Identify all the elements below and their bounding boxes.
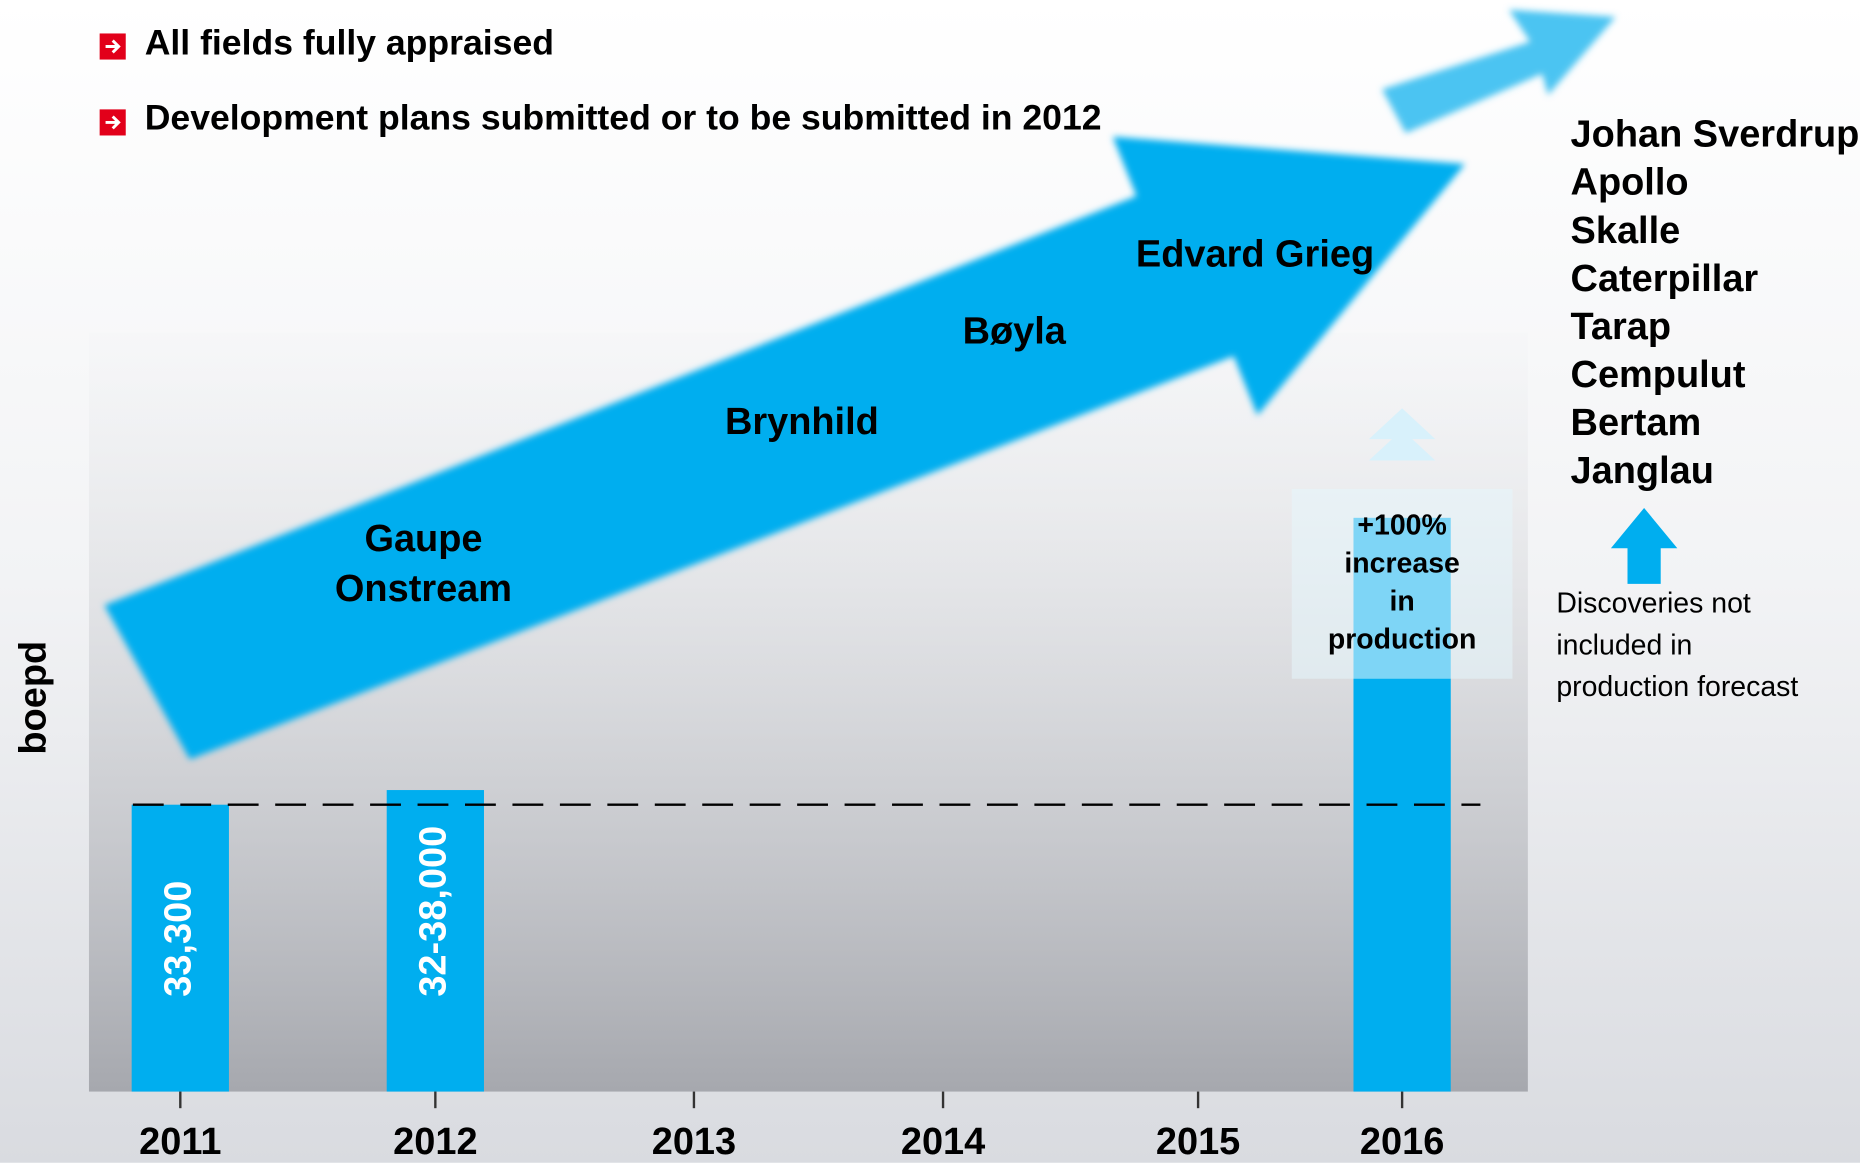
discovery-note: Discoveries not [1556,588,1751,620]
discovery-note: included in [1556,629,1692,661]
bullet-text: All fields fully appraised [145,23,554,63]
bullet-text: Development plans submitted or to be sub… [145,97,1102,137]
field-label: Bøyla [963,311,1067,353]
bullet-arrow [105,39,121,54]
x-tick-label: 2013 [652,1121,736,1163]
field-label: Gaupe [364,518,482,560]
discovery-name: Cempulut [1571,354,1746,396]
future-arrow [1381,9,1616,134]
annotation-text: increase [1344,547,1459,579]
bullet-arrow [105,115,121,130]
discovery-name: Bertam [1571,402,1702,444]
x-tick-label: 2012 [393,1121,477,1163]
chevron [1368,429,1436,461]
discovery-note: production forecast [1556,671,1798,703]
growth-arrow [104,136,1465,760]
annotation-box [1291,488,1513,679]
discovery-arrow [1610,507,1678,584]
value-label: 32-38,000 [412,826,454,997]
discovery-name: Tarap [1571,306,1671,348]
x-tick-label: 2014 [901,1121,985,1163]
bar [386,790,484,1092]
chevron [1368,408,1436,440]
overlay: +100% increase in production [132,408,1513,806]
discovery-name: Caterpillar [1571,258,1759,300]
x-tick-label: 2015 [1156,1121,1240,1163]
x-tick-label: 2016 [1360,1121,1444,1163]
y-axis-label: boepd [13,641,55,755]
annotation-text: +100% [1357,509,1446,541]
discovery-name: Skalle [1571,210,1681,252]
field-label: Brynhild [725,401,879,443]
discovery-name: Johan Sverdrup [1571,114,1860,156]
value-label: 33,300 [157,881,199,997]
annotation-text: production [1328,623,1477,655]
field-label: Onstream [335,568,512,610]
bar [131,804,229,1092]
discovery-name: Janglau [1571,450,1714,492]
annotation-text: in [1389,585,1414,617]
x-tick-label: 2011 [139,1121,221,1163]
field-label: Edvard Grieg [1136,234,1374,276]
discovery-name: Apollo [1571,162,1689,204]
